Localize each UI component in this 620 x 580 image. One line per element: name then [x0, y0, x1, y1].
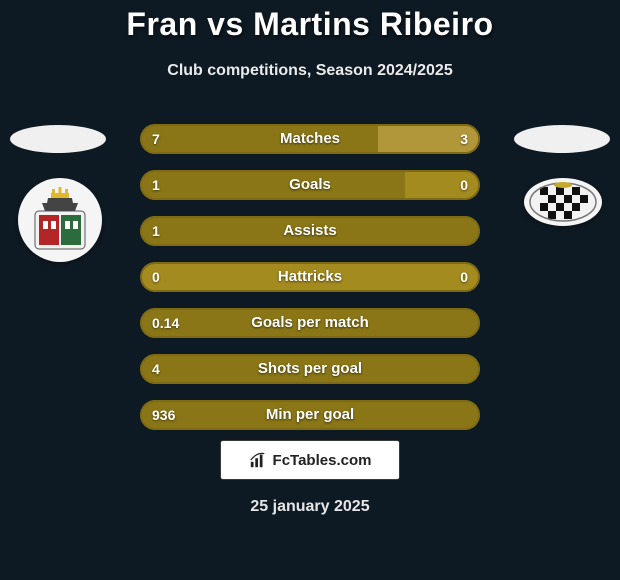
- stat-row-hattricks: 00Hattricks: [140, 262, 480, 292]
- bar-label: Hattricks: [140, 262, 480, 292]
- stat-row-shots-per-goal: 4Shots per goal: [140, 354, 480, 384]
- fctables-logo-icon: [249, 451, 267, 469]
- bar-label: Goals: [140, 170, 480, 200]
- bar-label: Min per goal: [140, 400, 480, 430]
- fctables-text: FcTables.com: [273, 452, 372, 469]
- left-club-logo: [18, 178, 102, 262]
- page-title: Fran vs Martins Ribeiro: [0, 6, 620, 43]
- bar-label: Shots per goal: [140, 354, 480, 384]
- braga-crest-icon: [25, 185, 95, 255]
- bar-label: Matches: [140, 124, 480, 154]
- boavista-crest-icon: [528, 181, 598, 223]
- bar-label: Goals per match: [140, 308, 480, 338]
- stat-row-matches: 73Matches: [140, 124, 480, 154]
- subtitle: Club competitions, Season 2024/2025: [0, 62, 620, 80]
- comparison-card: Fran vs Martins Ribeiro Club competition…: [0, 0, 620, 580]
- stat-row-min-per-goal: 936Min per goal: [140, 400, 480, 430]
- stat-row-goals-per-match: 0.14Goals per match: [140, 308, 480, 338]
- stat-row-assists: 1Assists: [140, 216, 480, 246]
- right-club-logo: [524, 178, 602, 226]
- stat-bars: 73Matches 10Goals 1Assists 00Hattricks 0.14G…: [140, 124, 480, 446]
- left-player-ellipse: [10, 125, 106, 153]
- date-text: 25 january 2025: [0, 498, 620, 516]
- fctables-badge[interactable]: FcTables.com: [220, 440, 400, 480]
- stat-row-goals: 10Goals: [140, 170, 480, 200]
- right-player-ellipse: [514, 125, 610, 153]
- bar-label: Assists: [140, 216, 480, 246]
